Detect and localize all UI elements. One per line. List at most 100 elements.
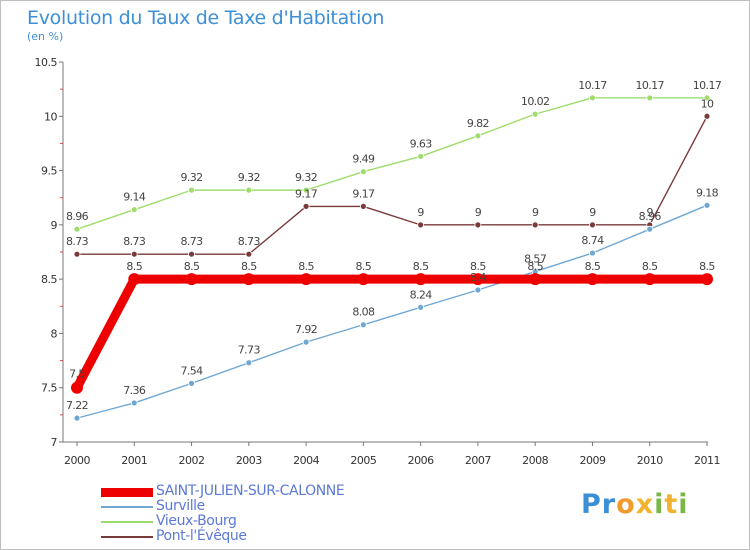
logo-letter: i <box>654 489 665 520</box>
y-tick-label: 9 <box>51 219 58 232</box>
data-label: 7.73 <box>238 344 261 357</box>
logo-letter: r <box>601 489 617 520</box>
data-label: 8.5 <box>298 260 314 273</box>
data-point-2 <box>188 186 195 194</box>
logo-letter: i <box>678 489 689 520</box>
logo-letter: o <box>616 489 636 520</box>
data-label: 10.17 <box>635 79 664 92</box>
data-label: 8.4 <box>470 271 486 284</box>
data-point-1 <box>589 249 596 257</box>
data-point-3 <box>188 250 195 258</box>
series-line-3 <box>76 115 708 255</box>
data-label: 7.92 <box>295 323 317 336</box>
data-label: 8.5 <box>699 260 715 273</box>
data-point-2 <box>73 225 81 233</box>
data-label: 8.5 <box>126 260 142 273</box>
logo-letter: P <box>581 489 602 520</box>
data-label: 8.74 <box>581 234 604 247</box>
data-label: 9.63 <box>410 137 433 150</box>
data-point-1 <box>130 399 138 407</box>
data-label: 8.5 <box>184 260 200 273</box>
x-tick-label: 2009 <box>579 454 605 467</box>
data-label: 8.5 <box>241 260 257 273</box>
data-point-0 <box>185 273 198 286</box>
x-tick-label: 2004 <box>293 454 319 467</box>
data-label: 8.5 <box>642 260 658 273</box>
data-point-0 <box>128 273 141 286</box>
data-point-1 <box>245 359 253 367</box>
y-tick-label: 10.5 <box>35 56 58 69</box>
y-tick-label: 10 <box>44 110 57 123</box>
data-label: 9.17 <box>352 187 375 200</box>
data-point-1 <box>703 201 711 209</box>
data-label: 9 <box>417 206 424 219</box>
y-tick-label: 8.5 <box>41 273 57 286</box>
x-tick-label: 2011 <box>694 454 720 467</box>
legend-swatch <box>101 506 153 508</box>
legend-label: SAINT-JULIEN-SUR-CALONNE <box>156 483 345 499</box>
data-label: 8.73 <box>180 235 203 248</box>
data-label: 9.18 <box>696 186 719 199</box>
data-point-1 <box>417 303 425 311</box>
data-label: 7.22 <box>66 399 88 412</box>
data-label: 8.5 <box>356 260 372 273</box>
data-point-3 <box>703 112 711 120</box>
data-point-0 <box>643 273 656 286</box>
data-label: 9.32 <box>180 171 202 184</box>
data-label: 9 <box>589 206 596 219</box>
y-tick-label: 7 <box>51 436 58 449</box>
chart-subtitle: (en %) <box>27 30 64 43</box>
data-point-2 <box>531 110 539 118</box>
data-label: 9 <box>532 206 539 219</box>
y-tick-label: 8 <box>51 327 58 340</box>
logo-letter: t <box>664 489 679 520</box>
data-point-1 <box>188 379 195 387</box>
data-point-0 <box>71 381 83 394</box>
data-point-3 <box>302 202 310 210</box>
data-label: 7.54 <box>180 364 203 377</box>
data-label: 7.5 <box>69 368 85 381</box>
data-label: 9.82 <box>467 117 489 130</box>
data-label: 9.32 <box>295 171 317 184</box>
x-tick-label: 2008 <box>522 454 548 467</box>
series-line-0 <box>72 274 712 393</box>
data-point-0 <box>471 273 484 286</box>
data-point-1 <box>474 286 482 294</box>
x-tick-label: 2007 <box>465 454 491 467</box>
data-point-3 <box>130 250 138 258</box>
proxiti-logo: Proxiti <box>581 489 689 520</box>
data-point-2 <box>302 186 310 194</box>
data-point-2 <box>359 168 367 176</box>
data-label: 10 <box>701 97 714 110</box>
x-tick-label: 2001 <box>121 454 147 467</box>
x-tick-label: 2010 <box>637 454 663 467</box>
data-point-3 <box>531 221 539 229</box>
data-point-1 <box>302 338 310 346</box>
x-tick-label: 2003 <box>236 454 262 467</box>
data-point-0 <box>300 273 313 286</box>
data-point-0 <box>529 273 542 286</box>
legend-label: Pont-l'Évêque <box>156 528 247 544</box>
legend-label: Surville <box>156 498 205 514</box>
x-tick-label: 2002 <box>179 454 205 467</box>
data-point-3 <box>589 221 596 229</box>
series-line-2 <box>76 97 708 230</box>
legend-label: Vieux-Bourg <box>156 513 237 529</box>
data-label: 9 <box>647 206 654 219</box>
data-point-3 <box>73 250 81 258</box>
data-label: 8.73 <box>123 235 146 248</box>
data-label: 8.5 <box>585 260 601 273</box>
legend-swatch <box>101 521 153 523</box>
data-label: 8.96 <box>639 210 662 223</box>
data-point-1 <box>73 414 81 422</box>
series-line-1 <box>76 204 708 419</box>
data-label: 8.57 <box>524 253 547 266</box>
data-label: 10.17 <box>578 79 607 92</box>
data-label: 7.36 <box>123 384 146 397</box>
legend-swatch <box>101 487 153 497</box>
data-point-2 <box>589 94 596 102</box>
logo-letter: x <box>635 489 655 520</box>
data-point-2 <box>245 186 253 194</box>
